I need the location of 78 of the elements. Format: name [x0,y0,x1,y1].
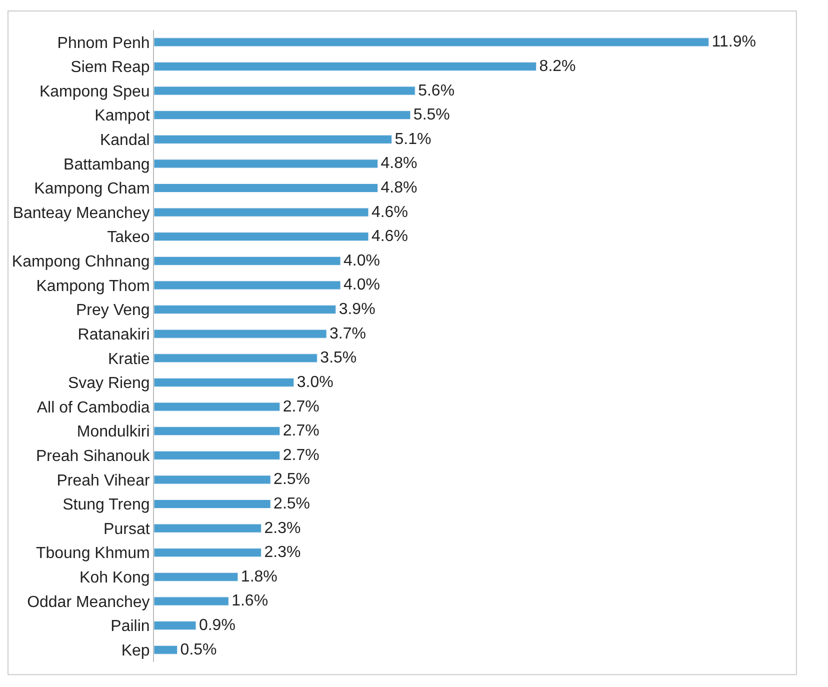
bar [154,184,378,192]
bar [154,256,341,266]
y-tick-label: Pursat [104,520,150,538]
data-label: 5.1% [394,130,432,148]
y-tick-label: Preah Vihear [56,472,150,490]
data-label: 3.5% [320,350,357,367]
bar [154,110,411,120]
y-tick-label: Pailin [110,618,150,636]
data-label: 2.7% [282,446,320,464]
y-tick-label: Ratanakiri [78,326,150,344]
data-label: 2.7% [282,398,320,416]
data-label: 0.9% [198,617,236,634]
bar [154,426,280,436]
data-label: 2.5% [274,471,310,488]
data-label: 2.7% [282,422,320,440]
bar [154,134,392,144]
bar [154,305,336,314]
data-label: 0.5% [180,641,217,658]
y-tick-label: Kandal [100,132,150,149]
data-label: 4.8% [380,155,418,172]
data-label: 4.0% [343,276,380,294]
bar [154,280,341,290]
bar [154,159,378,168]
bar [154,329,327,338]
y-tick-label: Svay Rieng [68,375,150,392]
data-label: 2.3% [264,520,301,537]
bar [154,572,238,582]
bar [154,596,229,606]
y-tick-label: Kampong Chhnang [12,254,150,271]
data-label: 4.6% [371,204,408,221]
y-tick-label: Phnom Penh [57,34,150,52]
bar [154,38,710,47]
bar [154,645,178,654]
bar [154,62,537,71]
data-label: 5.6% [418,82,455,100]
data-label: 11.9% [712,34,756,51]
y-tick-label: Kratie [108,350,150,368]
bar [154,354,318,363]
y-tick-label: Kampong Speu [39,83,150,100]
bar [154,548,262,558]
data-label: 4.0% [343,252,380,270]
bar [154,450,280,460]
y-tick-label: Preah Sihanouk [36,448,151,465]
data-label: 1.6% [232,592,268,610]
y-tick-label: Battambang [64,156,150,174]
bar [154,208,369,217]
y-tick-label: Kep [121,642,150,660]
data-label: 3.0% [296,374,334,391]
y-tick-label: Mondulkiri [76,424,150,441]
bar [154,524,262,533]
bar [154,621,196,630]
y-tick-label: Kampot [94,108,150,125]
y-tick-label: Prey Veng [76,302,150,320]
y-tick-label: All of Cambodia [36,399,150,416]
bar [154,500,271,508]
y-tick-label: Tboung Khmum [36,545,150,562]
y-tick-label: Kampong Thom [36,278,150,295]
bar [154,378,294,387]
bar [154,232,369,242]
data-label: 1.8% [240,568,278,586]
data-label: 5.5% [413,106,450,124]
y-tick-label: Kampong Cham [34,180,150,198]
y-tick-label: Koh Kong [80,570,150,587]
data-label: 3.9% [338,301,376,318]
data-label: 4.8% [380,180,418,196]
y-tick-label: Stung Treng [62,496,150,514]
bar [154,475,271,484]
y-tick-label: Oddar Meanchey [27,594,150,611]
data-label: 3.7% [330,325,366,342]
data-label: 2.3% [264,544,301,562]
bar [154,86,416,96]
y-tick-label: Siem Reap [70,59,150,76]
y-tick-label: Takeo [107,229,150,246]
bar [154,402,280,412]
data-label: 8.2% [539,58,576,75]
data-label: 2.5% [274,496,310,512]
data-label: 4.6% [371,228,408,246]
y-tick-label: Banteay Meanchey [12,204,150,222]
